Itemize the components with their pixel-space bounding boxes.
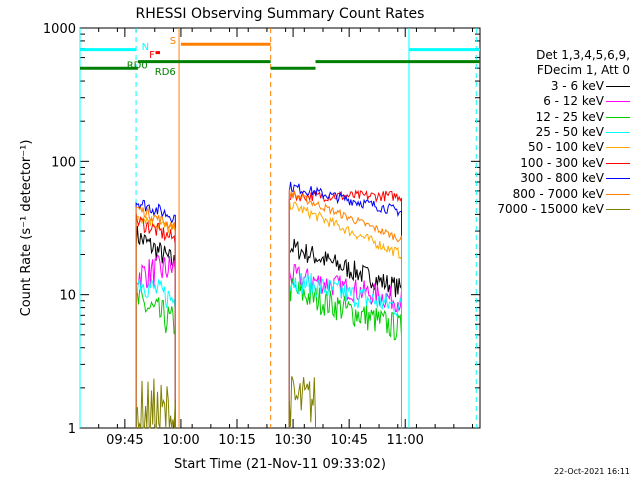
legend-swatch <box>606 85 630 87</box>
flag-label: F <box>149 50 155 61</box>
legend-entry-label: 3 - 6 keV <box>550 78 604 93</box>
legend: Det 1,3,4,5,6,9, FDecim 1, Att 0 3 - 6 k… <box>478 48 634 217</box>
series-line <box>288 181 402 428</box>
legend-swatch <box>606 131 630 133</box>
x-tick-label: 10:45 <box>330 433 367 448</box>
legend-entry: 12 - 25 keV <box>478 110 634 125</box>
legend-entry-label: 300 - 800 keV <box>520 171 604 186</box>
series-line <box>135 285 176 428</box>
legend-entries: 3 - 6 keV 6 - 12 keV 12 - 25 keV 25 - 50 ke… <box>478 79 634 218</box>
legend-entry: 6 - 12 keV <box>478 94 634 109</box>
y-tick-label: 1000 <box>43 22 76 37</box>
series-line <box>288 264 402 428</box>
series-line <box>135 378 176 429</box>
series-line <box>288 238 402 428</box>
x-tick-label: 10:00 <box>162 433 199 448</box>
legend-entry-label: 800 - 7000 keV <box>512 186 604 201</box>
flag-label: RD6 <box>155 67 176 78</box>
series-line <box>288 189 402 428</box>
legend-entry-label: 100 - 300 keV <box>520 155 604 170</box>
legend-entry: 3 - 6 keV <box>478 79 634 94</box>
legend-entry: 800 - 7000 keV <box>478 187 634 202</box>
series-line <box>135 254 176 428</box>
legend-entry-label: 6 - 12 keV <box>543 94 604 109</box>
legend-header-line-1: Det 1,3,4,5,6,9, <box>536 48 630 62</box>
series-line <box>288 189 402 428</box>
x-tick-label: 09:45 <box>106 433 143 448</box>
series-line <box>135 199 176 428</box>
legend-swatch <box>606 147 630 149</box>
series-line <box>288 198 402 428</box>
legend-entry-label: 25 - 50 keV <box>535 124 604 139</box>
legend-entry: 300 - 800 keV <box>478 171 634 186</box>
legend-entry-label: 12 - 25 keV <box>535 109 604 124</box>
legend-header-line-2: FDecim 1, Att 0 <box>536 63 630 78</box>
plot-area: 1 10 100 1000 09:45 10:00 10:15 10:30 10:45 11:00… <box>43 22 481 448</box>
legend-swatch <box>606 116 630 118</box>
legend-swatch <box>606 208 630 210</box>
flag-label: RD0 <box>127 61 148 72</box>
legend-entry: 25 - 50 keV <box>478 125 634 140</box>
legend-entry: 50 - 100 keV <box>478 140 634 155</box>
x-tick-label: 11:00 <box>386 433 423 448</box>
series-line <box>135 212 176 428</box>
x-tick-label: 10:15 <box>218 433 255 448</box>
legend-swatch <box>606 178 630 180</box>
timestamp: 22-Oct-2021 16:11 <box>554 467 630 476</box>
series-line <box>288 272 402 428</box>
x-tick-label: 10:30 <box>274 433 311 448</box>
y-tick-label: 1 <box>68 422 76 437</box>
flag-label: N <box>142 42 149 53</box>
y-tick-label: 10 <box>59 289 76 304</box>
series-line <box>135 206 176 428</box>
series-line <box>288 277 402 428</box>
legend-entry-label: 7000 - 15000 keV <box>497 201 604 216</box>
legend-entry-label: 50 - 100 keV <box>527 140 604 155</box>
legend-swatch <box>606 193 630 195</box>
y-tick-label: 100 <box>51 155 76 170</box>
series-line <box>135 277 176 428</box>
legend-swatch <box>606 101 630 103</box>
flag-label: S <box>170 36 176 47</box>
legend-entry: 7000 - 15000 keV <box>478 202 634 217</box>
legend-swatch <box>606 162 630 164</box>
series-line <box>135 225 176 428</box>
chart-title: RHESSI Observing Summary Count Rates <box>136 6 425 22</box>
x-axis-label: Start Time (21-Nov-11 09:33:02) <box>174 457 386 472</box>
plot-frame <box>79 27 481 429</box>
legend-entry: 100 - 300 keV <box>478 156 634 171</box>
y-axis-label: Count Rate (s⁻¹ detector⁻¹) <box>19 140 34 317</box>
series-line <box>288 376 316 428</box>
